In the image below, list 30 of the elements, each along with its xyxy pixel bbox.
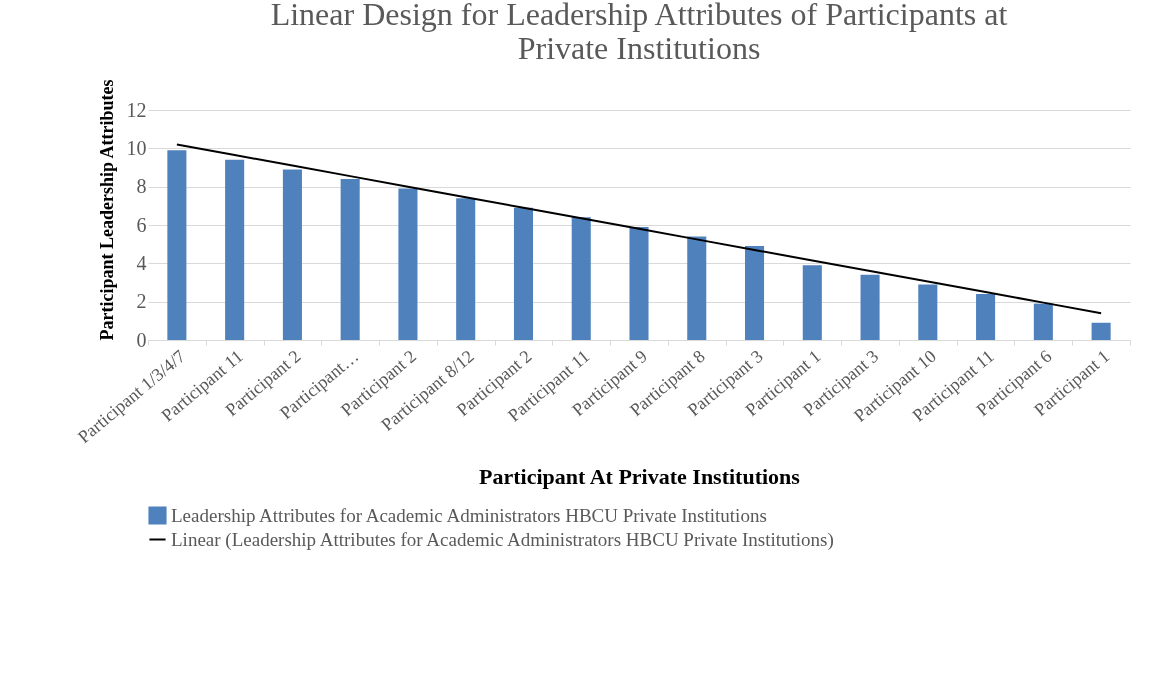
y-tick-label: 2 <box>136 290 147 313</box>
x-axis-title: Participant At Private Institutions <box>479 464 801 490</box>
bar <box>340 179 360 340</box>
bar <box>225 159 245 340</box>
y-tick-label: 4 <box>136 251 147 274</box>
y-tick-label: 0 <box>136 328 147 351</box>
bar <box>513 207 533 340</box>
bar <box>1033 303 1053 340</box>
legend-label: Leadership Attributes for Academic Administrators HBCU Private Institutions <box>171 504 767 526</box>
bar <box>282 169 302 340</box>
bar <box>571 217 591 340</box>
line-series <box>175 143 1103 315</box>
bar <box>629 226 649 340</box>
bar <box>802 265 822 340</box>
bar <box>976 294 996 340</box>
legend-label: Linear (Leadership Attributes for Academic Administrators HBCU Private Institutions) <box>171 528 834 551</box>
y-tick-label: 12 <box>126 98 147 121</box>
bar <box>687 236 707 340</box>
bar <box>918 284 938 340</box>
bar <box>860 274 880 340</box>
y-tick-label: 6 <box>136 213 147 236</box>
y-axis-title: Participant Leadership Attributes <box>96 79 117 341</box>
y-tick-label: 10 <box>126 136 147 159</box>
bar <box>456 198 476 340</box>
chart-title: Linear Design for Leadership Attributes of Participants at Private Institutions <box>270 0 1008 67</box>
bar <box>745 246 765 340</box>
y-tick-label: 8 <box>136 175 147 198</box>
bar <box>398 188 418 340</box>
bar <box>167 150 187 340</box>
bar <box>1091 322 1111 340</box>
